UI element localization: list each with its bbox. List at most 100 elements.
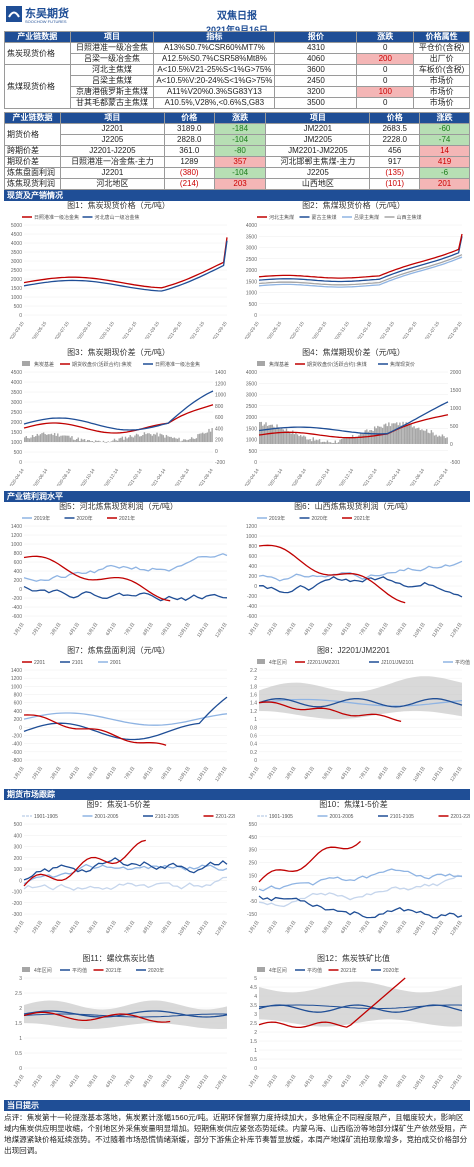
y-tick-label: 800 xyxy=(14,551,23,557)
legend-item: 吕梁主焦煤 xyxy=(342,214,379,221)
y-tick-label: 1000 xyxy=(11,684,22,690)
y-tick-label: 500 xyxy=(249,449,258,455)
y-tick-label: 600 xyxy=(249,554,258,560)
series-line xyxy=(258,576,463,598)
bar xyxy=(333,442,335,444)
table-row: 期货价格 J2201 3189.0 -184 JM2201 2683.5 -60 xyxy=(4,123,470,146)
y-tick-label: 5 xyxy=(254,976,257,982)
bar xyxy=(281,427,283,444)
coal-item: 河北主焦煤 xyxy=(69,64,155,76)
x-tick-label: 6月1日 xyxy=(105,622,118,637)
x-tick-label: 4月1日 xyxy=(303,920,316,935)
bar xyxy=(396,422,398,444)
x-tick-label: 6月1日 xyxy=(340,766,353,781)
y-tick-label: 4000 xyxy=(11,241,22,247)
x-tick-label: 4月1日 xyxy=(303,1074,316,1089)
bar xyxy=(344,437,346,444)
legend-label: 平均值 xyxy=(455,659,470,666)
legend-item: 2101-2105 xyxy=(378,814,414,820)
x-tick-label: 2020-03-15 xyxy=(7,320,25,339)
bar xyxy=(178,437,180,442)
x-tick-label: 6月1日 xyxy=(105,766,118,781)
y-tick-label: 1200 xyxy=(11,533,22,539)
y-tick-label: 200 xyxy=(14,717,23,723)
bar xyxy=(127,437,130,442)
legend-item: 2201-2205 xyxy=(438,814,471,820)
bar xyxy=(63,435,65,442)
table-row: J2205 2828.0 -104 JM2205 2228.0 -74 xyxy=(5,134,470,146)
bar xyxy=(142,435,144,442)
x-tick-label: 8月1日 xyxy=(377,766,390,781)
bar xyxy=(301,436,303,444)
coke-spec: A12.5%S0.7%CSR58%Mt8% xyxy=(153,53,276,65)
y-tick-label: 2 xyxy=(254,676,257,682)
bar xyxy=(411,427,414,444)
y-tick-label: 1200 xyxy=(11,676,22,682)
chart-title-c9: 图9：焦炭1-5价差 xyxy=(86,800,151,809)
y-tick-label: 800 xyxy=(249,544,258,550)
y-tick-label: 3 xyxy=(19,976,22,982)
series-line xyxy=(258,868,463,892)
bar xyxy=(372,431,374,444)
x-tick-label: 3月1日 xyxy=(284,766,297,781)
bar xyxy=(299,435,302,444)
bar xyxy=(44,434,46,442)
legend-item: 2201-2205 xyxy=(203,814,235,820)
bar xyxy=(33,436,35,442)
fut-row-label: 跨期价差 xyxy=(4,145,61,157)
series-line xyxy=(23,555,171,602)
bar xyxy=(400,425,403,444)
bar xyxy=(135,433,138,442)
bar xyxy=(203,433,205,442)
x-tick-label: 2020-10-14 xyxy=(313,467,331,486)
y-tick-label: 0 xyxy=(19,587,22,593)
fut-cell-2: 203 xyxy=(213,178,267,190)
x-tick-label: 4月1日 xyxy=(303,766,316,781)
legend-item: 2020年 xyxy=(299,515,328,522)
x-tick-label: 3月1日 xyxy=(49,920,62,935)
fut-cell-1: (380) xyxy=(163,167,215,179)
legend-item: 平均值 xyxy=(60,967,87,974)
bar xyxy=(150,434,152,442)
bar xyxy=(433,435,436,444)
y-tick-label: 4500 xyxy=(11,232,22,238)
coal-spec: A<10.5%V:20-24%S<1%G>75% xyxy=(153,75,276,87)
y-tick-label: 50 xyxy=(251,886,257,892)
y-tick-label: 1400 xyxy=(11,524,22,530)
x-tick-label: 5月1日 xyxy=(321,920,334,935)
y-tick-label: -400 xyxy=(12,605,22,611)
x-tick-label: 2020-04-14 xyxy=(242,467,260,486)
chart-title-c7: 图7：炼焦盘面利润（元/吨） xyxy=(67,646,170,655)
bar xyxy=(201,432,204,442)
y-tick-label: 1.6 xyxy=(250,693,257,699)
bar xyxy=(325,442,327,444)
x-tick-label: 2月1日 xyxy=(31,1074,44,1089)
x-tick-label: 3月1日 xyxy=(284,920,297,935)
coke-attr: 出厂价 xyxy=(413,53,470,65)
fut-cell-0: J2201 xyxy=(59,123,165,135)
x-tick-label: 9月1日 xyxy=(395,622,408,637)
fut-cell-1: (214) xyxy=(163,178,215,190)
y-tick-label: 1000 xyxy=(11,542,22,548)
bar xyxy=(435,434,437,444)
x-tick-label: 8月1日 xyxy=(142,622,155,637)
x-tick-label: 11月1日 xyxy=(196,766,210,783)
bar xyxy=(195,438,198,442)
x-tick-label: 8月1日 xyxy=(142,1074,155,1089)
y-tick-label: 0 xyxy=(19,460,22,466)
y-tick-label: 500 xyxy=(14,450,23,456)
legend-item: 2001 xyxy=(98,660,121,666)
bar xyxy=(116,440,119,442)
x-tick-label: 12月1日 xyxy=(449,622,464,639)
legend-label: 2201-2205 xyxy=(451,814,471,820)
legend-label: 4年区间 xyxy=(34,967,52,974)
x-tick-label: 5月1日 xyxy=(321,1074,334,1089)
x-tick-label: 10月1日 xyxy=(177,1074,192,1091)
chart-c7: 2201 2101 2001 -800 -600 -400 -200 0 200 400 600 80… xyxy=(11,660,229,783)
series-line xyxy=(23,240,228,292)
y-tick-label: 4000 xyxy=(246,223,257,229)
fut-cell-4: 2683.5 xyxy=(369,123,421,135)
y-tick-label: -200 xyxy=(12,733,22,739)
bar xyxy=(69,437,72,442)
bar xyxy=(189,438,191,442)
